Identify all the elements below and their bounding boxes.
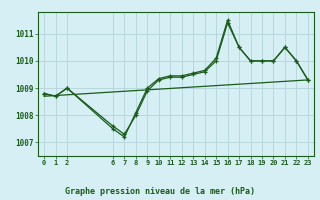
Text: Graphe pression niveau de la mer (hPa): Graphe pression niveau de la mer (hPa)	[65, 187, 255, 196]
